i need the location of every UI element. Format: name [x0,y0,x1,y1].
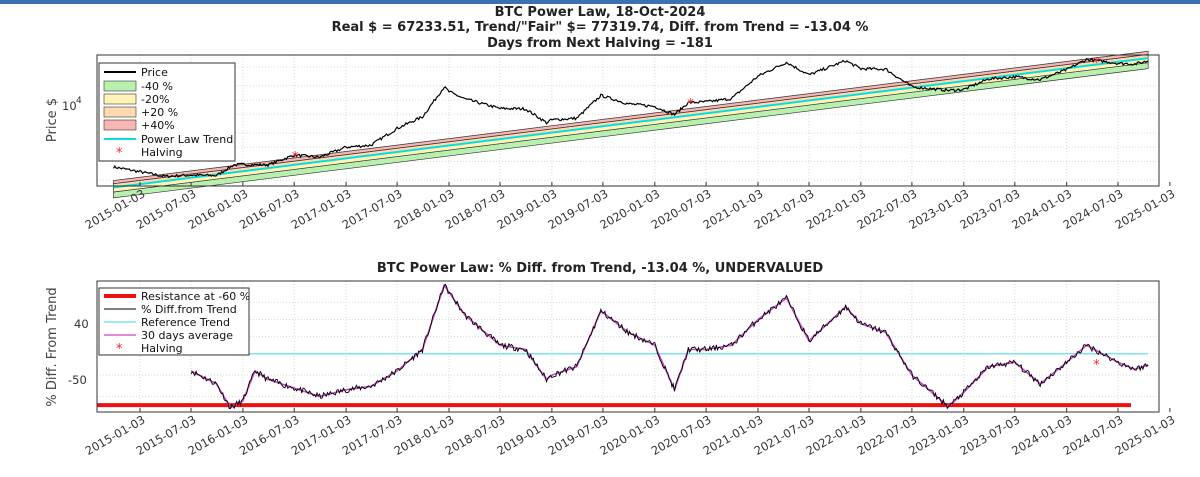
band-plus40 [113,50,1149,185]
legend-minus40-label: -40 % [141,80,173,93]
power-law-trend-line [113,57,1149,189]
legend-reference-label: Reference Trend [141,316,230,329]
diff-axes-box [96,280,1160,413]
halving-marker: * [1093,56,1100,71]
legend-halving-label: Halving [141,146,183,159]
legend-plus20-swatch [103,106,137,118]
price-series-line [112,57,1149,179]
legend-plus40-label: +40% [141,119,175,132]
diff-panel: * 2015-01-032015-07-032016-01-032016-07-… [45,280,1177,458]
diff-y-tick-40: 40 [74,317,89,331]
legend-avg-label: 30 days average [141,329,233,342]
legend-minus20-swatch [103,93,137,105]
price-y-tick-exponent: 4 [76,96,82,106]
window-accent-bar [0,0,1200,4]
halving-marker: * [687,97,694,112]
halving-marker: * [292,150,299,165]
diff-y-axis-label: % Diff. From Trend [45,287,60,406]
diff-from-trend-line [190,283,1149,410]
legend-halving-marker: * [116,146,123,161]
diff-legend: Resistance at -60 % % Diff.from Trend Re… [98,287,250,357]
chart-title: BTC Power Law, 18-Oct-2024 [494,5,706,20]
legend-price-label: Price [141,66,168,79]
legend-minus20-label: -20% [141,93,169,106]
legend-halving-marker-bottom: * [116,342,123,357]
legend-halving-label-bottom: Halving [141,342,183,355]
chart-subtitle-values: Real $ = 67233.51, Trend/"Fair" $= 77319… [331,20,869,35]
price-y-tick-label: 10 [62,99,77,113]
price-y-axis-label: Price $ [45,98,60,142]
price-panel: *** 2015-01-032015-07-032016-01-032016-0… [45,50,1177,232]
legend-plus20-label: +20 % [141,106,178,119]
price-legend: Price -40 % -20% +20 % +40% Power Law Tr… [98,62,236,162]
bottom-chart-title: BTC Power Law: % Diff. from Trend, -13.0… [376,261,824,276]
diff-plot-area [97,281,1159,412]
diff-y-tick-minus50: -50 [68,373,87,387]
legend-diff-label: % Diff.from Trend [141,303,237,316]
halving-marker: * [1093,358,1100,373]
legend-resistance-label: Resistance at -60 % [141,290,250,303]
legend-minus40-swatch [103,80,137,92]
legend-trend-label: Power Law Trend [141,133,233,146]
chart-subtitle-halving: Days from Next Halving = -181 [487,36,713,51]
legend-plus40-swatch [103,119,137,131]
price-axes-box [96,54,1160,187]
